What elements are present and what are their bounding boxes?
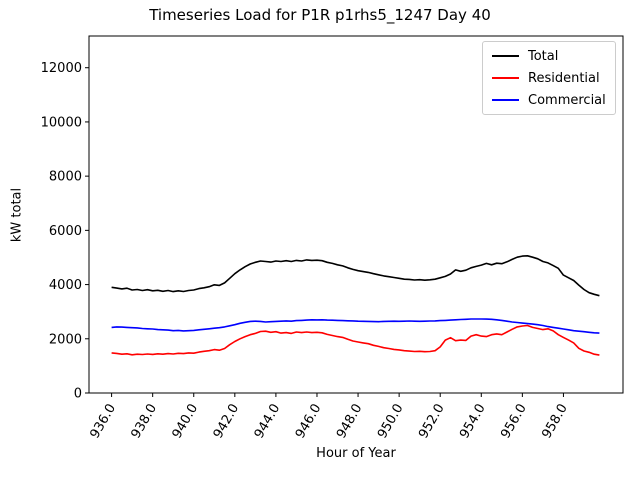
legend: Total Residential Commercial [482,41,616,115]
legend-label: Total [528,48,559,64]
chart-title: Timeseries Load for P1R p1rhs5_1247 Day … [149,6,491,24]
y-tick-label: 12000 [41,61,82,76]
y-tick-label: 8000 [49,170,82,185]
y-tick-label: 2000 [49,332,82,347]
series-line-residential [111,324,600,356]
legend-line-sample [492,77,519,79]
x-tick-label: 936.0 [87,402,119,442]
x-tick-label: 942.0 [211,402,243,442]
x-tick-label: 952.0 [416,402,448,442]
legend-label: Commercial [528,92,606,108]
x-tick-label: 938.0 [129,402,161,442]
series-line-total [111,255,600,297]
y-axis-label: kW total [9,187,25,243]
y-tick-label: 4000 [49,278,82,293]
y-tick-label: 10000 [41,115,82,130]
legend-entry-residential: Residential [483,67,615,89]
legend-line-sample [492,55,519,57]
x-tick-label: 946.0 [293,402,325,442]
legend-line-sample [492,99,519,101]
x-tick-label: 940.0 [170,402,202,442]
legend-entry-total: Total [483,45,615,67]
x-tick-label: 950.0 [375,402,407,442]
y-tick-label: 6000 [49,224,82,239]
series-line-commercial [111,318,600,334]
x-tick-label: 944.0 [252,402,284,442]
axes-frame [88,35,624,394]
x-tick-label: 958.0 [539,402,571,442]
x-tick-label: 956.0 [498,402,530,442]
legend-entry-commercial: Commercial [483,89,615,111]
x-tick-label: 948.0 [334,402,366,442]
legend-label: Residential [528,70,600,86]
x-axis-label: Hour of Year [316,446,396,461]
x-tick-label: 954.0 [457,402,489,442]
y-tick-label: 0 [74,387,82,402]
